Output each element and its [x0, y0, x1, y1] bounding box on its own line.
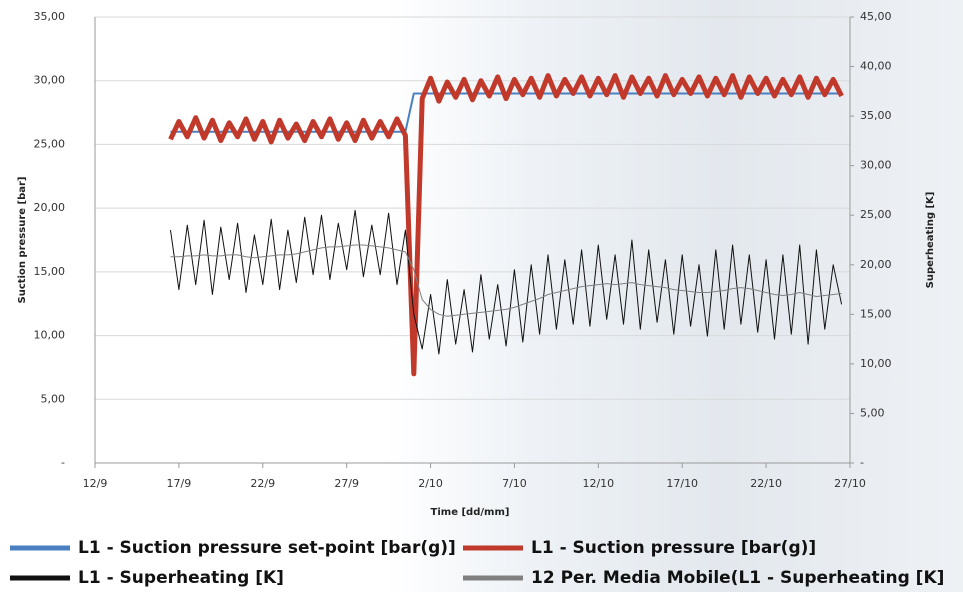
legend-label: L1 - Suction pressure [bar(g)] — [531, 538, 816, 558]
x-tick-label: 12/10 — [582, 477, 614, 490]
x-tick-label: 12/9 — [83, 477, 108, 490]
x-tick-label: 22/10 — [750, 477, 782, 490]
y-axis-title: Suction pressure [bar] — [17, 177, 28, 304]
series-line — [170, 209, 843, 355]
y-tick-label: 35,00 — [34, 10, 66, 23]
y2-tick-label: 45,00 — [860, 10, 892, 23]
y-tick-label: 5,00 — [41, 392, 66, 405]
y2-tick-label: - — [860, 456, 864, 469]
y2-axis-title: Superheating [K] — [925, 192, 936, 289]
y2-tick-label: 30,00 — [860, 159, 892, 172]
y2-tick-label: 5,00 — [860, 406, 885, 419]
legend-label: L1 - Superheating [K] — [78, 568, 284, 588]
x-tick-label: 17/10 — [666, 477, 698, 490]
y2-tick-label: 10,00 — [860, 357, 892, 370]
x-tick-label: 22/9 — [250, 477, 275, 490]
x-tick-label: 17/9 — [167, 477, 192, 490]
y2-tick-label: 25,00 — [860, 208, 892, 221]
y-tick-label: - — [61, 456, 65, 469]
legend-label: L1 - Suction pressure set-point [bar(g)] — [78, 538, 456, 558]
y-tick-label: 30,00 — [34, 74, 66, 87]
y-tick-label: 10,00 — [34, 329, 66, 342]
series-line — [170, 244, 842, 317]
legend-label: 12 Per. Media Mobile(L1 - Superheating [… — [531, 568, 944, 588]
x-axis-title: Time [dd/mm] — [431, 507, 510, 518]
y2-tick-label: 35,00 — [860, 109, 892, 122]
x-tick-label: 27/9 — [334, 477, 359, 490]
y-tick-label: 15,00 — [34, 265, 66, 278]
y2-tick-label: 20,00 — [860, 258, 892, 271]
y2-tick-label: 15,00 — [860, 307, 892, 320]
y2-tick-label: 40,00 — [860, 60, 892, 73]
x-tick-label: 27/10 — [834, 477, 866, 490]
y-tick-label: 20,00 — [34, 201, 66, 214]
x-tick-label: 7/10 — [502, 477, 527, 490]
x-tick-label: 2/10 — [418, 477, 443, 490]
y-tick-label: 25,00 — [34, 137, 66, 150]
series-line — [168, 73, 844, 377]
